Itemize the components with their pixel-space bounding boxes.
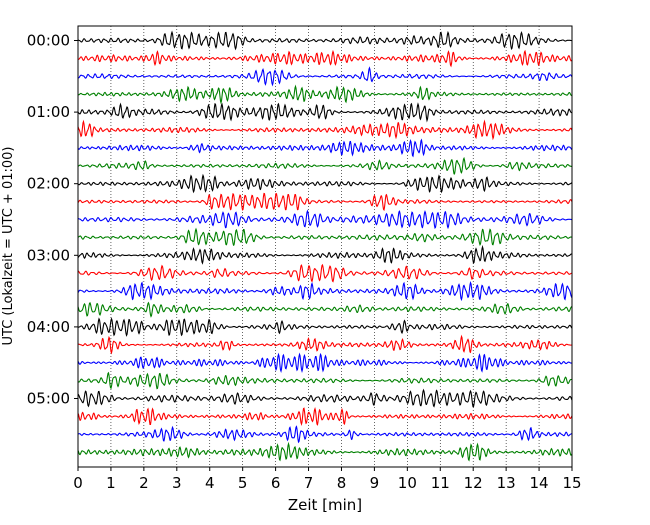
seismogram-trace [77, 441, 573, 462]
seismogram-trace [77, 280, 573, 302]
seismogram-trace [77, 352, 573, 373]
seismogram-trace [77, 192, 573, 212]
y-axis-label: UTC (Lokalzeit = UTC + 01:00) [1, 147, 16, 346]
seismogram-trace [77, 66, 573, 87]
x-tick-label: 12 [464, 474, 483, 492]
seismogram-trace [77, 407, 573, 427]
x-tick-label: 4 [205, 474, 215, 492]
seismogram-trace [77, 102, 573, 123]
x-tick-label: 9 [370, 474, 380, 492]
seismogram-trace [77, 119, 573, 141]
y-tick-label: 04:00 [27, 318, 70, 336]
x-tick-label: 6 [271, 474, 281, 492]
trace-layer [77, 30, 573, 462]
x-tick-label: 10 [398, 474, 417, 492]
x-tick-label: 15 [562, 474, 581, 492]
seismogram-trace [77, 173, 573, 194]
seismogram-trace [77, 317, 573, 337]
seismogram-trace [77, 138, 573, 158]
y-tick-label: 05:00 [27, 390, 70, 408]
seismogram-trace [77, 49, 573, 68]
x-tick-label: 5 [238, 474, 248, 492]
plot-frame [77, 25, 573, 468]
y-tick-label: 00:00 [27, 32, 70, 50]
x-tick-label: 8 [337, 474, 347, 492]
seismogram-trace [77, 209, 573, 230]
x-tick-label: 0 [73, 474, 83, 492]
tick-layer: 0 1 2 3 4 5 6 7 8 9 10 11 12 13 14 1500:0001:0002:0003:… [27, 32, 582, 493]
x-axis-label: Zeit [min] [288, 496, 362, 514]
seismogram-trace [77, 30, 573, 51]
seismogram-trace [77, 425, 573, 444]
x-tick-label: 14 [530, 474, 549, 492]
seismogram-trace [77, 334, 573, 355]
y-tick-label: 01:00 [27, 103, 70, 121]
y-tick-label: 02:00 [27, 175, 70, 193]
seismogram-trace [77, 388, 573, 408]
x-tick-label: 2 [139, 474, 149, 492]
seismogram-trace [77, 371, 573, 390]
seismogram-trace [77, 263, 573, 283]
seismogram-trace [77, 156, 573, 175]
seismogram-trace [77, 84, 573, 105]
x-tick-label: 1 [106, 474, 116, 492]
seismogram-trace [77, 244, 573, 265]
seismogram-trace [77, 301, 573, 318]
x-tick-label: 7 [304, 474, 314, 492]
x-tick-label: 3 [172, 474, 182, 492]
x-tick-label: 13 [497, 474, 516, 492]
y-tick-label: 03:00 [27, 246, 70, 264]
seismogram-trace [77, 227, 573, 247]
x-tick-label: 11 [431, 474, 450, 492]
